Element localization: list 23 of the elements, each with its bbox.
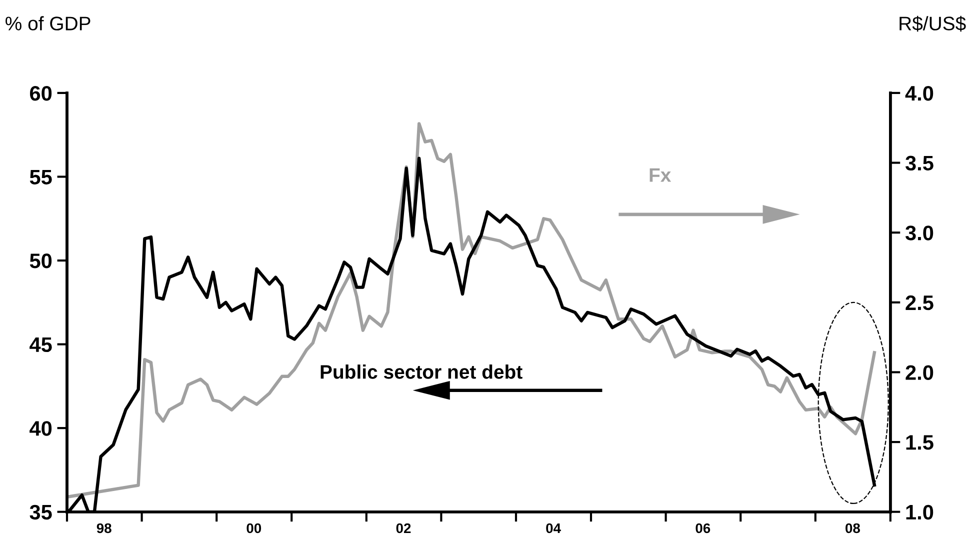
y2-tick-label: 4.0 (905, 86, 934, 101)
y2-tick-label: 3.0 (905, 226, 934, 240)
x-tick-label: 02 (396, 523, 411, 534)
y2-tick-label: 1.5 (906, 435, 934, 450)
y2-axis-title: R$/US$ (900, 16, 966, 32)
y-tick-label: 50 (30, 254, 52, 268)
y2-tick-label: 2.5 (906, 295, 934, 310)
series-label: Public sector net debt (320, 364, 522, 379)
y2-tick-label: 3.5 (905, 156, 934, 171)
y-tick-label: 35 (30, 504, 52, 520)
y-tick-label: 60 (30, 86, 52, 101)
x-tick-label: 08 (846, 523, 860, 534)
y-axis-title: % of GDP (6, 16, 90, 30)
y-tick-label: 40 (30, 421, 52, 436)
x-tick-label: 04 (546, 523, 561, 534)
y2-tick-label: 1.0 (906, 504, 934, 520)
y-tick-label: 55 (30, 170, 52, 184)
x-tick-label: 06 (696, 523, 710, 534)
text: Fx (650, 168, 672, 182)
y2-tick-label: 2.0 (906, 365, 934, 380)
x-tick-label: 98 (96, 523, 112, 534)
y-tick-label: 45 (30, 338, 52, 352)
x-tick-label: 00 (246, 523, 262, 534)
